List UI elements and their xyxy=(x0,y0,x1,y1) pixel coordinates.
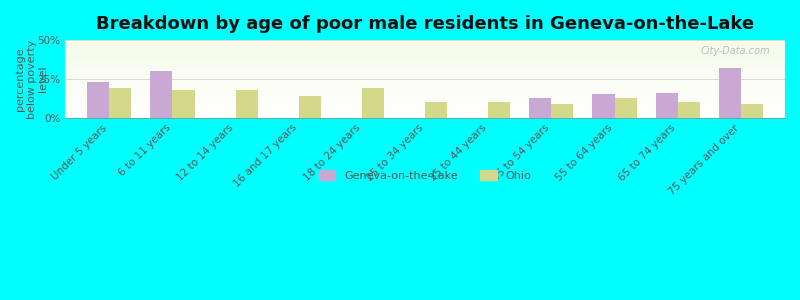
Bar xyxy=(65,108,785,109)
Bar xyxy=(65,80,785,81)
Bar xyxy=(65,94,785,95)
Title: Breakdown by age of poor male residents in Geneva-on-the-Lake: Breakdown by age of poor male residents … xyxy=(96,15,754,33)
Bar xyxy=(87,82,110,118)
Bar xyxy=(65,79,785,80)
Bar xyxy=(425,102,447,118)
Bar xyxy=(65,111,785,112)
Bar xyxy=(65,52,785,53)
Bar xyxy=(65,101,785,102)
Bar xyxy=(65,68,785,69)
Bar xyxy=(65,63,785,64)
Bar xyxy=(65,73,785,74)
Bar xyxy=(362,88,384,118)
Bar xyxy=(65,67,785,68)
Bar xyxy=(65,50,785,51)
Bar xyxy=(551,104,574,118)
Bar xyxy=(65,100,785,101)
Bar xyxy=(65,42,785,43)
Bar xyxy=(65,45,785,46)
Bar xyxy=(65,56,785,57)
Bar xyxy=(65,74,785,75)
Bar xyxy=(65,78,785,79)
Legend: Geneva-on-the-Lake, Ohio: Geneva-on-the-Lake, Ohio xyxy=(314,166,536,186)
Bar xyxy=(65,85,785,86)
Bar xyxy=(65,65,785,66)
Text: City-Data.com: City-Data.com xyxy=(701,46,770,56)
Bar xyxy=(65,82,785,83)
Bar xyxy=(65,86,785,87)
Bar xyxy=(65,70,785,71)
Bar xyxy=(65,103,785,104)
Bar xyxy=(65,47,785,48)
Bar xyxy=(65,41,785,42)
Bar xyxy=(65,116,785,117)
Bar xyxy=(65,49,785,50)
Bar xyxy=(718,68,741,118)
Bar xyxy=(65,77,785,78)
Y-axis label: percentage
below poverty
level: percentage below poverty level xyxy=(15,39,48,118)
Bar xyxy=(488,102,510,118)
Bar xyxy=(65,51,785,52)
Bar xyxy=(173,90,194,118)
Bar xyxy=(65,97,785,98)
Bar xyxy=(65,110,785,111)
Bar xyxy=(65,81,785,82)
Bar xyxy=(65,66,785,67)
Bar xyxy=(150,71,173,118)
Bar xyxy=(65,48,785,49)
Bar xyxy=(530,98,551,118)
Bar xyxy=(65,106,785,107)
Bar xyxy=(65,40,785,41)
Bar xyxy=(65,87,785,88)
Bar xyxy=(65,72,785,73)
Bar xyxy=(65,71,785,72)
Bar xyxy=(65,112,785,113)
Bar xyxy=(741,104,763,118)
Bar xyxy=(65,75,785,76)
Bar xyxy=(65,102,785,103)
Bar xyxy=(65,115,785,116)
Bar xyxy=(236,90,258,118)
Bar xyxy=(65,84,785,85)
Bar xyxy=(65,76,785,77)
Bar xyxy=(110,88,131,118)
Bar xyxy=(65,59,785,60)
Bar xyxy=(65,95,785,96)
Bar xyxy=(65,93,785,94)
Bar xyxy=(65,61,785,62)
Bar xyxy=(655,93,678,118)
Bar xyxy=(65,105,785,106)
Bar xyxy=(65,96,785,97)
Bar xyxy=(65,99,785,100)
Bar xyxy=(65,69,785,70)
Bar xyxy=(298,96,321,118)
Bar xyxy=(65,57,785,58)
Bar xyxy=(65,104,785,105)
Bar xyxy=(65,62,785,63)
Bar xyxy=(65,58,785,59)
Bar xyxy=(65,107,785,108)
Bar xyxy=(65,109,785,110)
Bar xyxy=(614,98,637,118)
Bar xyxy=(65,88,785,89)
Bar xyxy=(65,92,785,93)
Bar xyxy=(65,44,785,45)
Bar xyxy=(65,54,785,55)
Bar xyxy=(65,64,785,65)
Bar xyxy=(593,94,614,118)
Bar xyxy=(65,114,785,115)
Bar xyxy=(65,113,785,114)
Bar xyxy=(65,117,785,118)
Bar xyxy=(65,60,785,61)
Bar xyxy=(65,53,785,54)
Bar xyxy=(65,91,785,92)
Bar xyxy=(65,98,785,99)
Bar xyxy=(65,90,785,91)
Bar xyxy=(65,46,785,47)
Bar xyxy=(65,89,785,90)
Bar xyxy=(65,83,785,84)
Bar xyxy=(678,102,700,118)
